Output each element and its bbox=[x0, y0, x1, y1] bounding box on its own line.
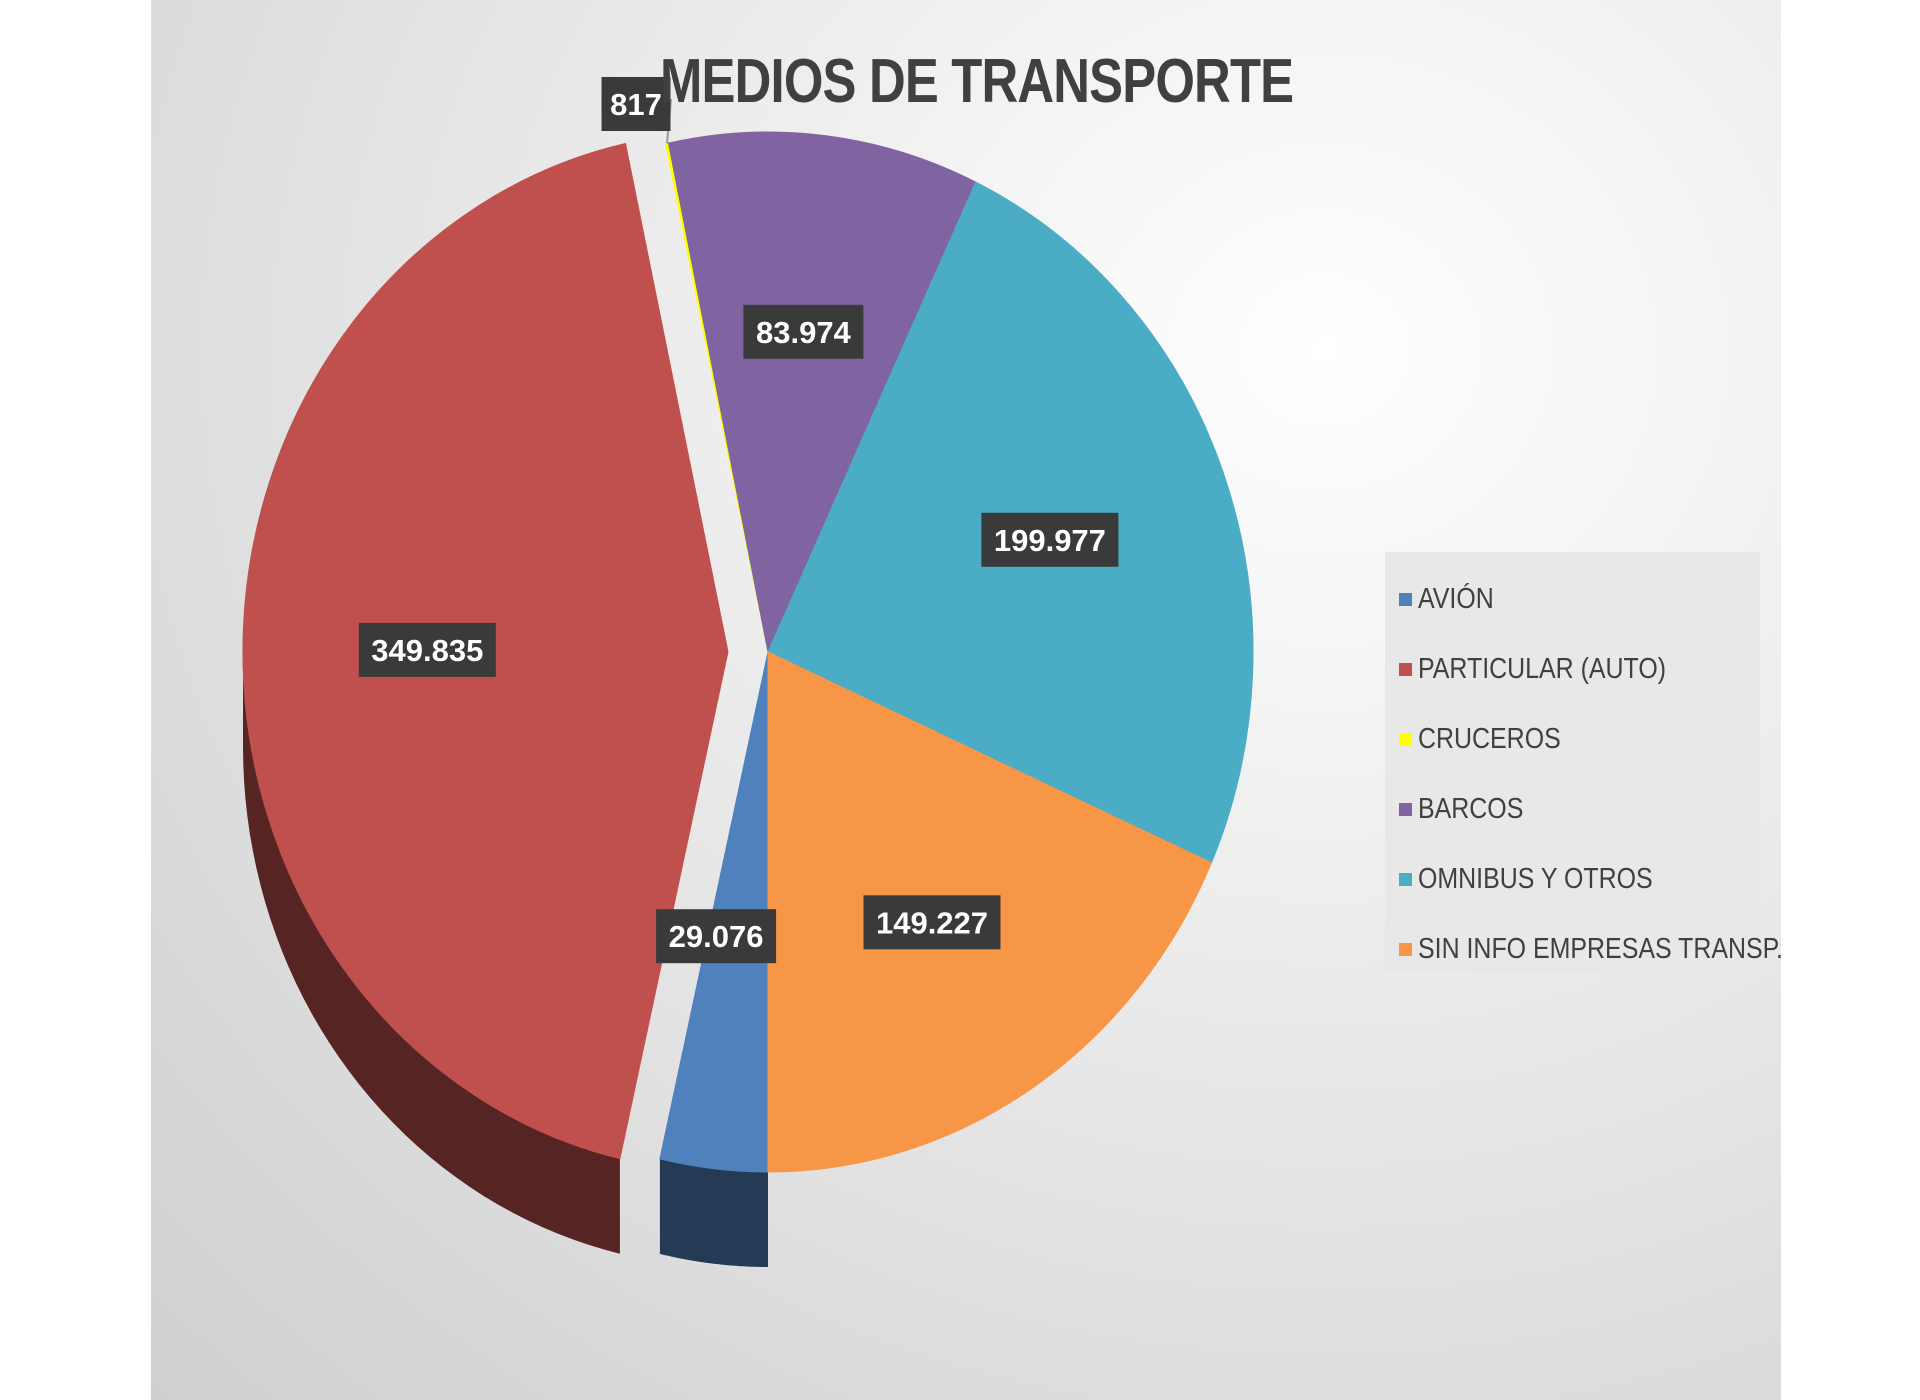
legend-label: BARCOS bbox=[1418, 792, 1524, 825]
data-label-0: 29.076 bbox=[656, 909, 777, 964]
legend-swatch bbox=[1399, 802, 1412, 816]
legend-item-avion: AVIÓN bbox=[1399, 564, 1746, 634]
data-label-box bbox=[358, 622, 496, 677]
data-label-box bbox=[601, 77, 671, 131]
data-label-2: 817 bbox=[601, 77, 671, 131]
data-label-box bbox=[656, 909, 777, 964]
legend-swatch bbox=[1399, 662, 1412, 676]
data-label-3: 83.974 bbox=[743, 304, 864, 359]
legend-label: PARTICULAR (AUTO) bbox=[1418, 652, 1667, 685]
data-label-box bbox=[863, 895, 1001, 950]
legend-swatch bbox=[1399, 592, 1412, 606]
legend-label: SIN INFO EMPRESAS TRANSP. bbox=[1418, 932, 1783, 965]
legend-swatch bbox=[1399, 942, 1412, 956]
data-labels: 29.076 349.835 817 83.974 199.977 149.227 bbox=[358, 77, 1119, 964]
legend-swatch bbox=[1399, 872, 1412, 886]
data-label-text: 83.974 bbox=[756, 315, 852, 350]
chart-title: MEDIOS DE TRANSPORTE bbox=[660, 47, 1294, 116]
legend-item-sin-info: SIN INFO EMPRESAS TRANSP. bbox=[1399, 914, 1783, 984]
pie-side-0 bbox=[659, 1158, 768, 1267]
data-label-text: 29.076 bbox=[669, 919, 764, 954]
legend-item-cruceros: CRUCEROS bbox=[1399, 704, 1746, 774]
legend-item-barcos: BARCOS bbox=[1399, 774, 1746, 844]
legend-item-particular: PARTICULAR (AUTO) bbox=[1399, 634, 1746, 704]
legend: AVIÓN PARTICULAR (AUTO) CRUCEROS BARCOS … bbox=[1385, 552, 1783, 972]
data-label-text: 149.227 bbox=[876, 905, 988, 940]
data-label-1: 349.835 bbox=[358, 622, 496, 677]
legend-swatch bbox=[1399, 732, 1412, 746]
pie-side-1 bbox=[243, 651, 620, 1254]
data-label-box bbox=[743, 304, 864, 359]
legend-label: CRUCEROS bbox=[1418, 722, 1561, 755]
legend-label: AVIÓN bbox=[1418, 582, 1494, 615]
data-label-4: 199.977 bbox=[981, 512, 1119, 567]
legend-label: OMNIBUS Y OTROS bbox=[1418, 862, 1653, 895]
data-label-box bbox=[981, 512, 1119, 567]
legend-item-omnibus: OMNIBUS Y OTROS bbox=[1399, 844, 1746, 914]
pie-sides bbox=[243, 651, 768, 1267]
data-label-text: 199.977 bbox=[994, 523, 1106, 558]
data-label-text: 817 bbox=[610, 87, 662, 122]
data-label-text: 349.835 bbox=[371, 633, 483, 668]
pie-slice-3 bbox=[667, 131, 977, 654]
data-label-5: 149.227 bbox=[863, 895, 1001, 950]
